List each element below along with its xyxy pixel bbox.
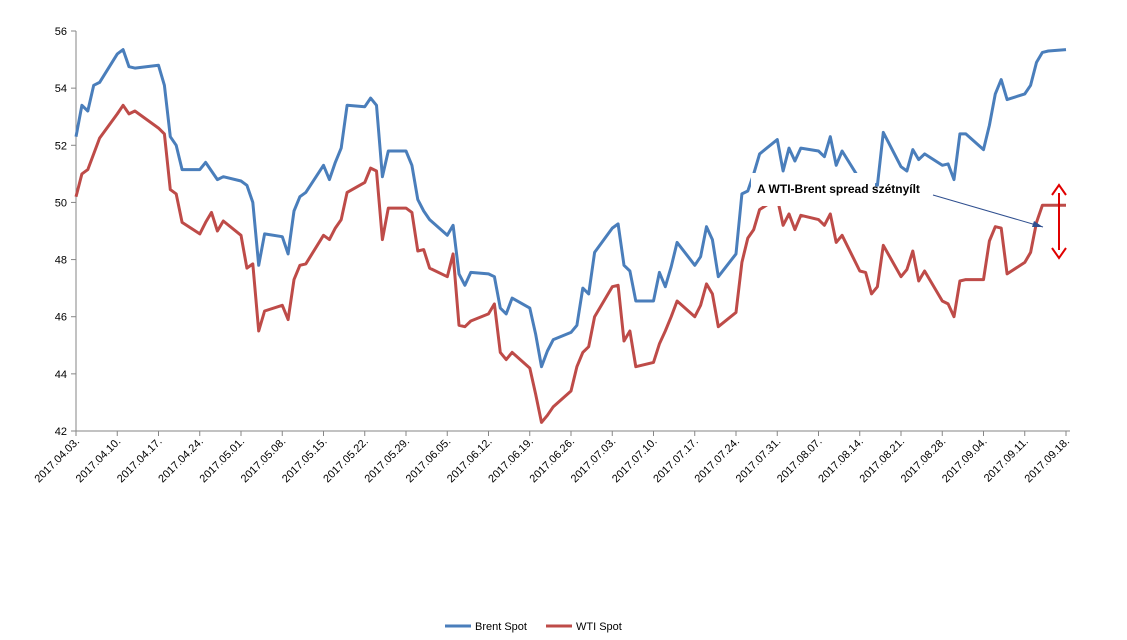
y-tick-label: 56	[55, 26, 67, 38]
x-tick-label: 2017.09.18.	[1023, 436, 1073, 486]
y-tick-label: 50	[55, 197, 67, 209]
legend-label-brent: Brent Spot	[475, 621, 527, 633]
legend: Brent Spot WTI Spot	[445, 621, 622, 633]
y-tick-label: 52	[55, 140, 67, 152]
annotation-arrowhead	[1032, 221, 1043, 227]
series-line-brent-spot	[74, 48, 1067, 369]
series-layer	[74, 48, 1067, 424]
spread-double-arrow	[1051, 183, 1067, 260]
annotation-arrow	[932, 194, 1044, 228]
annotation-text: A WTI-Brent spread szétnyílt	[757, 182, 920, 196]
y-tick-label: 42	[55, 426, 67, 438]
annotation-background	[751, 173, 875, 206]
y-tick-label: 46	[55, 312, 67, 324]
y-tick-label: 44	[55, 369, 67, 381]
y-axis-ticks: 42 44 46 48 50 52 54 56	[55, 26, 76, 438]
annotation: A WTI-Brent spread szétnyílt	[751, 173, 1067, 260]
series-line-wti-spot	[74, 103, 1066, 424]
y-tick-label: 54	[55, 83, 67, 95]
legend-label-wti: WTI Spot	[576, 621, 622, 633]
x-axis-ticks: 2017.04.03.2017.04.10.2017.04.17.2017.04…	[33, 431, 1073, 486]
plot-area: 42 44 46 48 50 52 54 56 2017.04.03.2017.04.10.2…	[33, 26, 1073, 485]
y-tick-label: 48	[55, 255, 67, 267]
